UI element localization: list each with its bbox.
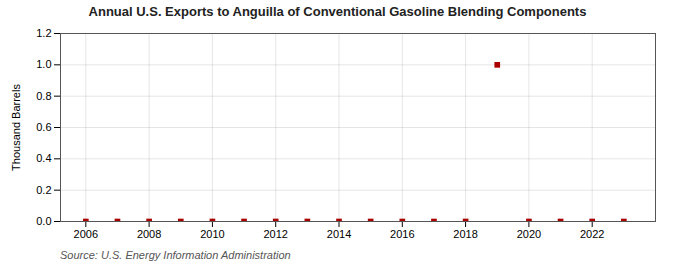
svg-text:Thousand Barrels: Thousand Barrels <box>10 84 22 171</box>
svg-text:2010: 2010 <box>200 228 224 240</box>
svg-text:2006: 2006 <box>74 228 98 240</box>
svg-text:0.8: 0.8 <box>36 90 51 102</box>
svg-text:2022: 2022 <box>580 228 604 240</box>
svg-text:0.6: 0.6 <box>36 121 51 133</box>
svg-text:0.0: 0.0 <box>36 215 51 227</box>
svg-text:0.2: 0.2 <box>36 184 51 196</box>
svg-text:2014: 2014 <box>327 228 351 240</box>
svg-text:2008: 2008 <box>137 228 161 240</box>
svg-text:2018: 2018 <box>453 228 477 240</box>
svg-text:1.2: 1.2 <box>36 27 51 39</box>
svg-text:2020: 2020 <box>517 228 541 240</box>
html-text:Source: U.S. Energy Informatio: Source: U.S. Energy Information Administ… <box>60 249 291 261</box>
svg-text:1.0: 1.0 <box>36 58 51 70</box>
html-text:Annual U.S. Exports to Anguill: Annual U.S. Exports to Anguilla of Conve… <box>88 4 587 19</box>
svg-text:2012: 2012 <box>263 228 287 240</box>
svg-text:0.4: 0.4 <box>36 152 51 164</box>
svg-text:2016: 2016 <box>390 228 414 240</box>
